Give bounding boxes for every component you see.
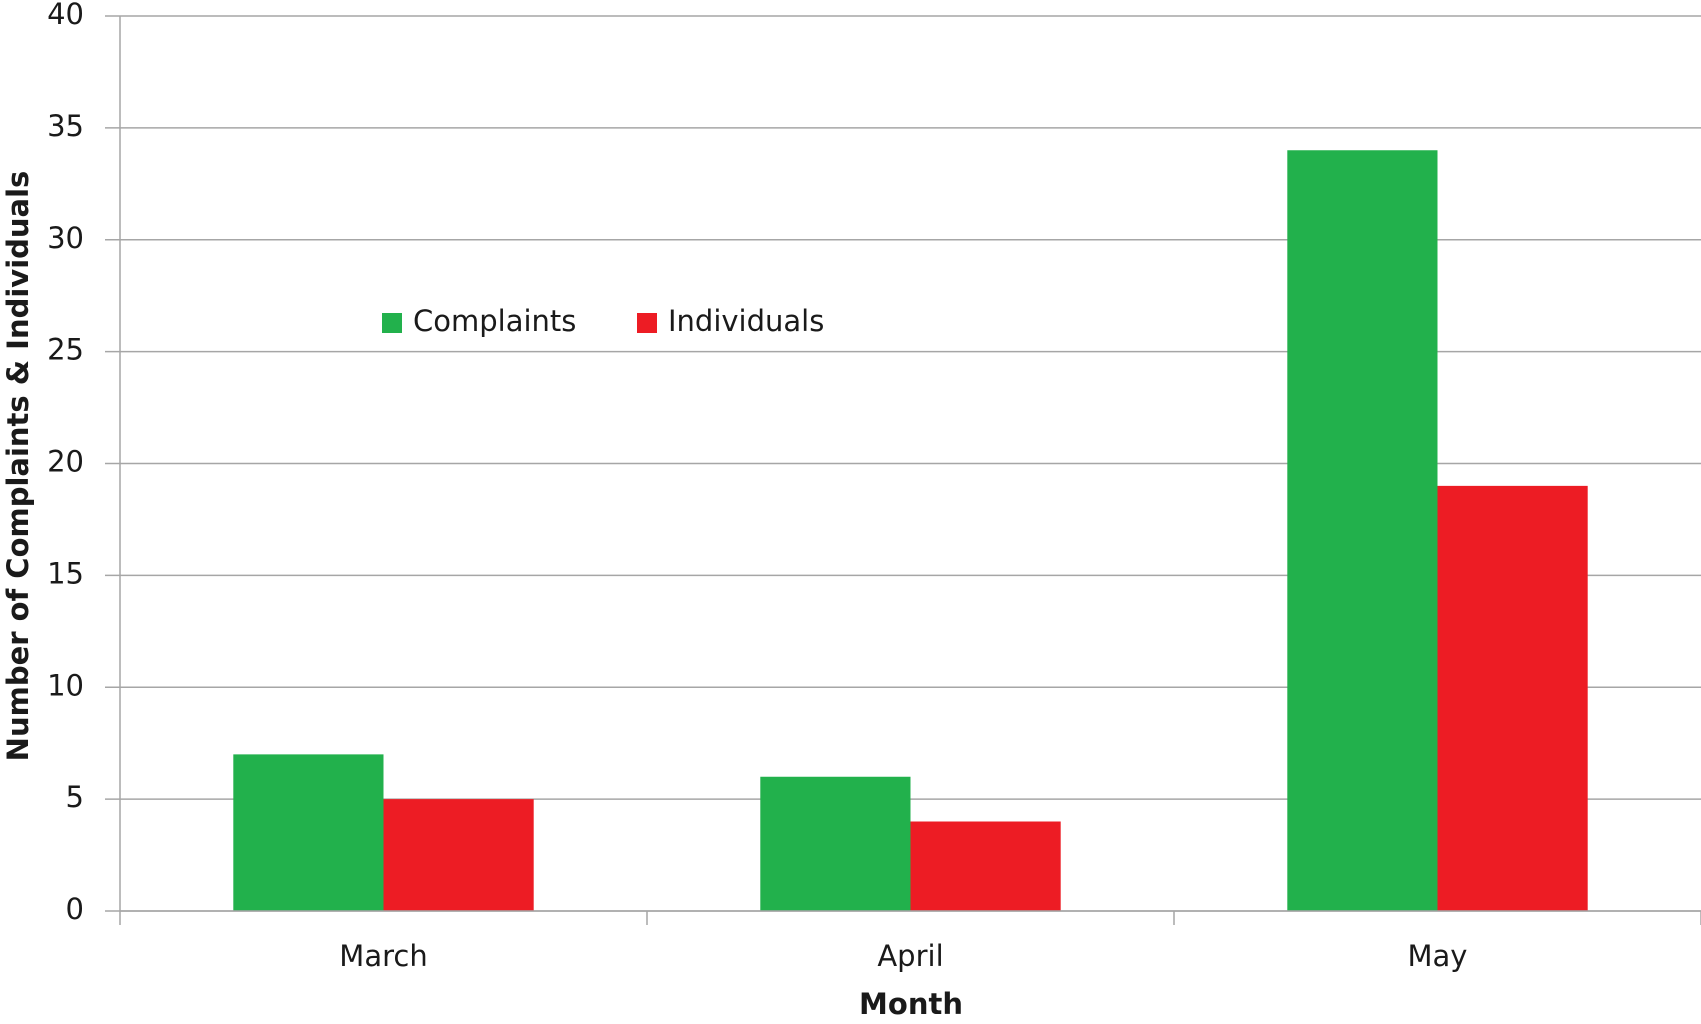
bar [1287,150,1438,911]
y-tick-label: 20 [47,445,84,479]
x-tick-label: March [339,939,427,973]
y-axis-title: Number of Complaints & Individuals [1,171,35,762]
y-tick-label: 15 [47,556,84,590]
y-tick-label: 40 [47,0,84,31]
y-tick-label: 10 [47,668,84,702]
bar [1437,485,1588,911]
legend-label: Individuals [668,304,824,338]
x-axis-title: Month [859,987,963,1021]
x-tick-label: April [877,939,943,973]
bar [233,754,384,911]
y-tick-label: 35 [47,109,84,143]
legend-swatch [382,313,402,333]
y-tick-label: 30 [47,221,84,255]
legend-label: Complaints [413,304,576,338]
y-tick-label: 5 [66,780,84,814]
bar [383,799,534,911]
bar [910,821,1061,911]
x-tick-label: May [1408,939,1468,973]
legend-swatch [637,313,657,333]
bar [760,776,911,911]
y-tick-label: 0 [66,892,84,926]
y-tick-label: 25 [47,333,84,367]
